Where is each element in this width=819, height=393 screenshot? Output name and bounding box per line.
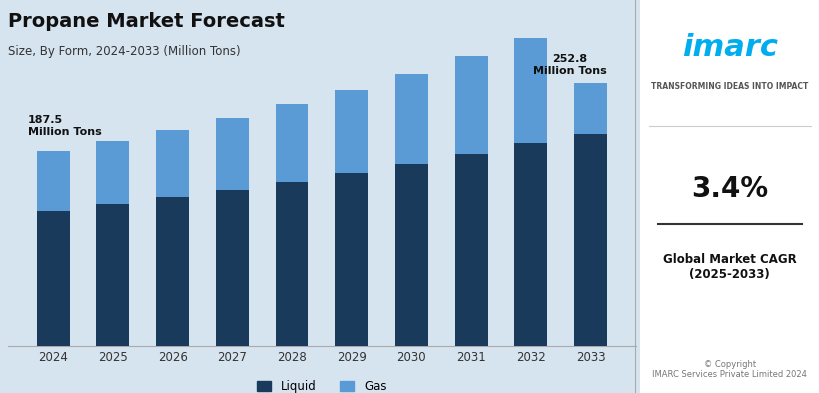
Legend: Liquid, Gas: Liquid, Gas	[252, 375, 391, 393]
Bar	[97, 141, 129, 204]
Text: 187.5
Million Tons: 187.5 Million Tons	[28, 116, 102, 137]
Bar	[97, 204, 129, 346]
Text: 252.8
Million Tons: 252.8 Million Tons	[532, 55, 606, 76]
Text: Global Market CAGR
(2025-2033): Global Market CAGR (2025-2033)	[662, 253, 796, 281]
Bar	[514, 143, 546, 346]
Bar	[335, 173, 368, 346]
Bar	[395, 164, 428, 346]
Bar	[215, 190, 248, 346]
Bar	[514, 38, 546, 143]
Bar	[455, 56, 487, 154]
Bar	[37, 151, 70, 211]
Bar	[37, 211, 70, 346]
Bar	[156, 130, 188, 197]
Bar	[215, 118, 248, 190]
Bar	[455, 154, 487, 346]
Bar	[573, 134, 606, 346]
Text: TRANSFORMING IDEAS INTO IMPACT: TRANSFORMING IDEAS INTO IMPACT	[650, 82, 808, 91]
Text: 3.4%: 3.4%	[690, 174, 767, 203]
Bar	[395, 74, 428, 164]
Bar	[156, 197, 188, 346]
Bar	[275, 182, 308, 346]
Text: Propane Market Forecast: Propane Market Forecast	[8, 12, 285, 31]
Text: © Copyright
IMARC Services Private Limited 2024: © Copyright IMARC Services Private Limit…	[652, 360, 806, 379]
Bar	[335, 90, 368, 173]
Text: imarc: imarc	[681, 33, 777, 62]
Text: Size, By Form, 2024-2033 (Million Tons): Size, By Form, 2024-2033 (Million Tons)	[8, 45, 241, 58]
Bar	[275, 104, 308, 182]
Bar	[573, 83, 606, 134]
